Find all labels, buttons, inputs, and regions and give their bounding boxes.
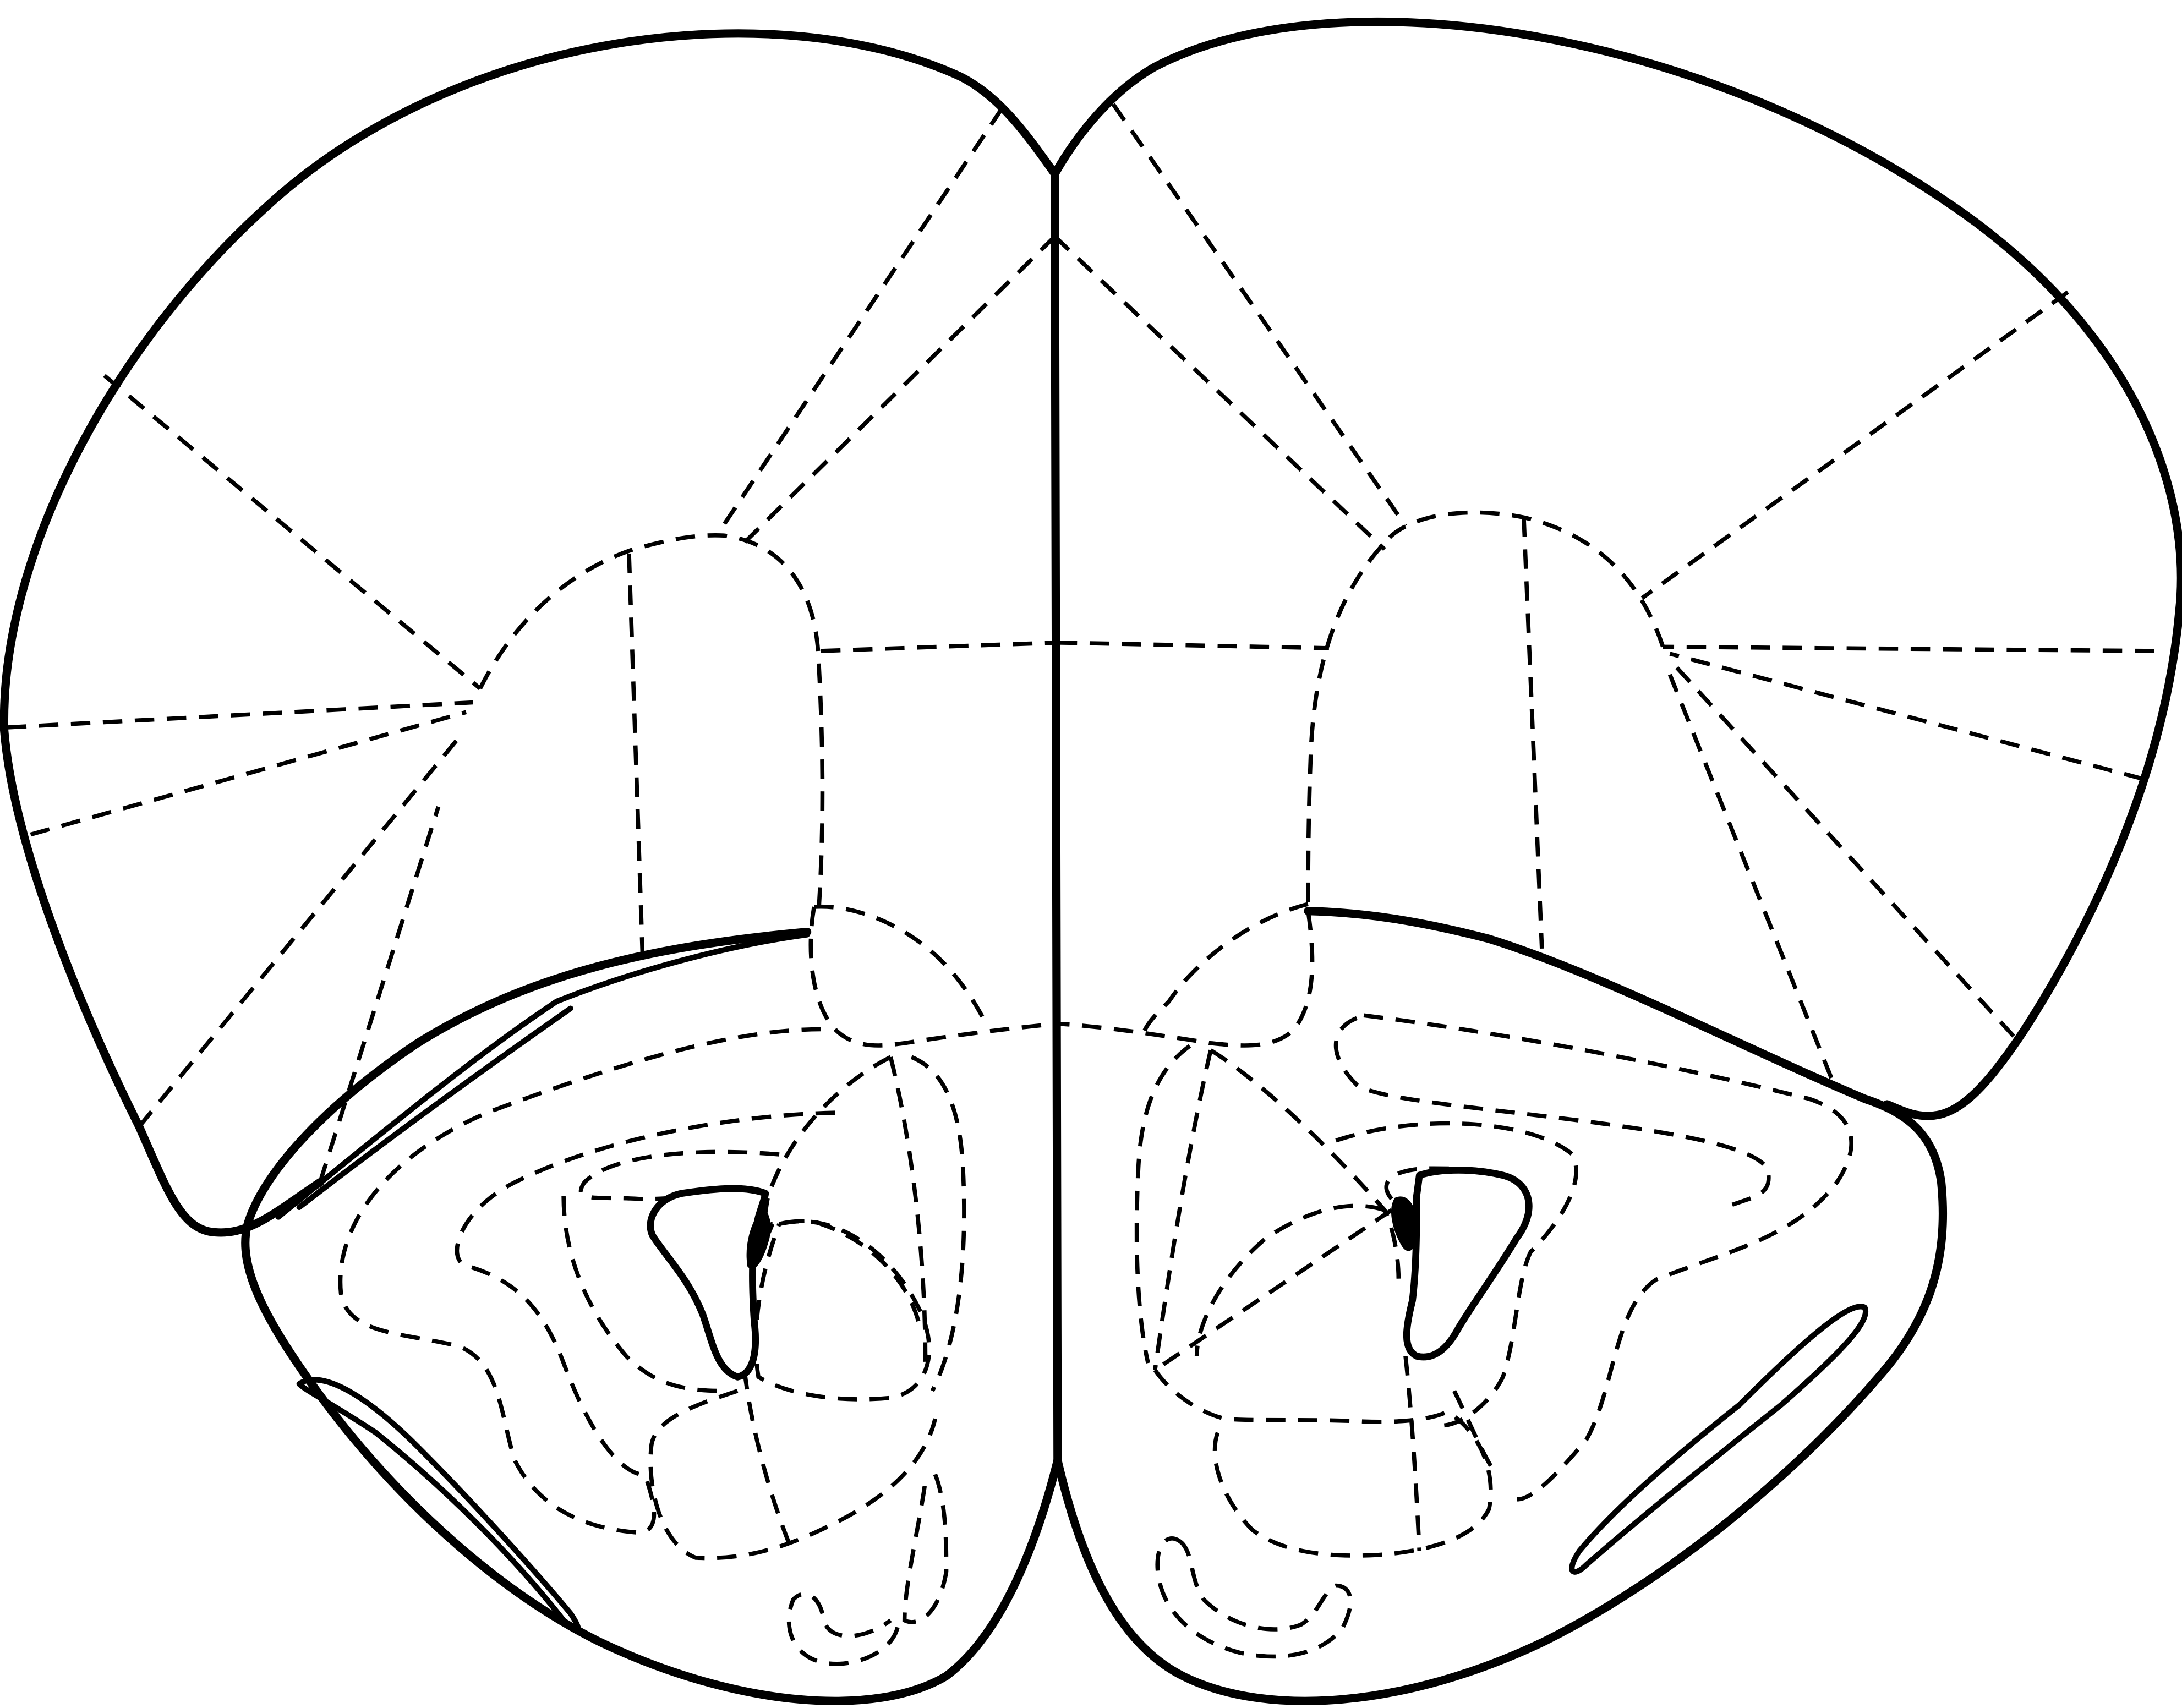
- left-hook-vertical: [902, 1473, 949, 1624]
- left-lobule-big: [753, 1219, 932, 1402]
- left-lower-lobe-outline: [241, 927, 1062, 1705]
- right-ventricle-dark: [1391, 1196, 1418, 1251]
- right-lower-lobe-outline: [1053, 907, 1948, 1705]
- left-radial-lower: [742, 1370, 792, 1548]
- right-hook: [1155, 1536, 1353, 1659]
- outer-outlines: [0, 17, 2182, 1705]
- right-vertical-2: [1134, 1044, 1191, 1364]
- left-lateral-ventricle: [647, 1185, 769, 1381]
- dashed-boundaries-left: [7, 107, 1058, 1666]
- left-inner-curve: [762, 1055, 921, 1322]
- left-cortex-inner-border-2: [296, 1005, 573, 1211]
- right-radial-lower: [1403, 1356, 1422, 1551]
- left-accumbens-top: [814, 904, 990, 1028]
- left-ring-inner: [578, 1149, 780, 1201]
- right-striatum-dome: [1306, 510, 1665, 911]
- right-accumbens-top: [1142, 902, 1309, 1033]
- right-radial-1: [1111, 103, 1408, 527]
- right-radial-8: [1522, 517, 1544, 949]
- left-radial-4: [137, 736, 461, 1128]
- left-radial-3: [30, 710, 467, 837]
- left-region-a: [561, 1196, 724, 1393]
- left-band-outer: [338, 1027, 821, 1535]
- left-radial-1: [103, 374, 482, 691]
- right-lower-lobule: [1153, 1368, 1493, 1558]
- right-vertical-1: [1153, 1049, 1213, 1371]
- left-band-inner: [455, 1110, 835, 1477]
- left-radial-5: [318, 806, 441, 1183]
- right-lobule-big: [1194, 1203, 1386, 1356]
- right-radial-7: [1667, 674, 1834, 1079]
- left-vertical-2: [910, 1055, 966, 1392]
- left-vertical-1: [888, 1056, 928, 1364]
- dashed-boundaries-right: [1053, 103, 2154, 1659]
- left-cortex-inner-border: [275, 932, 810, 1220]
- left-hook: [786, 1591, 900, 1666]
- left-accumbens-body: [808, 906, 1058, 1048]
- right-lateral-ventricle: [1403, 1167, 1533, 1361]
- right-radial-2: [1053, 234, 1386, 551]
- right-radial-4: [1663, 644, 2154, 653]
- right-band-upper: [1333, 1016, 1771, 1209]
- right-accumbens-body: [1057, 911, 1315, 1048]
- midline: [1051, 169, 1062, 1465]
- left-striatum-dome: [478, 533, 825, 918]
- left-radial-7: [743, 235, 1057, 544]
- left-radial-2: [7, 700, 473, 730]
- left-lateral-tract: [296, 1377, 581, 1633]
- right-radial-3: [1640, 290, 2069, 600]
- left-radial-8: [627, 553, 646, 967]
- left-ventricle-dark: [746, 1208, 771, 1269]
- left-radial-6: [715, 107, 1004, 537]
- left-lower-lobule: [648, 1389, 937, 1561]
- left-horizontal-boundary: [821, 640, 1058, 653]
- right-region-a: [1452, 1389, 1498, 1476]
- right-radial-6: [1675, 666, 2015, 1038]
- right-inner-curve: [1209, 1048, 1401, 1280]
- right-band-outer: [1363, 1013, 1853, 1502]
- right-diagonal: [1153, 1208, 1393, 1372]
- right-lateral-tract: [1569, 1304, 1869, 1575]
- left-hemisphere-outline: [0, 29, 1059, 1237]
- right-radial-5: [1669, 652, 2144, 781]
- right-horizontal-boundary: [1057, 640, 1329, 650]
- right-band-inner: [1335, 1121, 1578, 1428]
- ventricles: [647, 1167, 1533, 1381]
- right-hemisphere-outline: [1051, 17, 2182, 1120]
